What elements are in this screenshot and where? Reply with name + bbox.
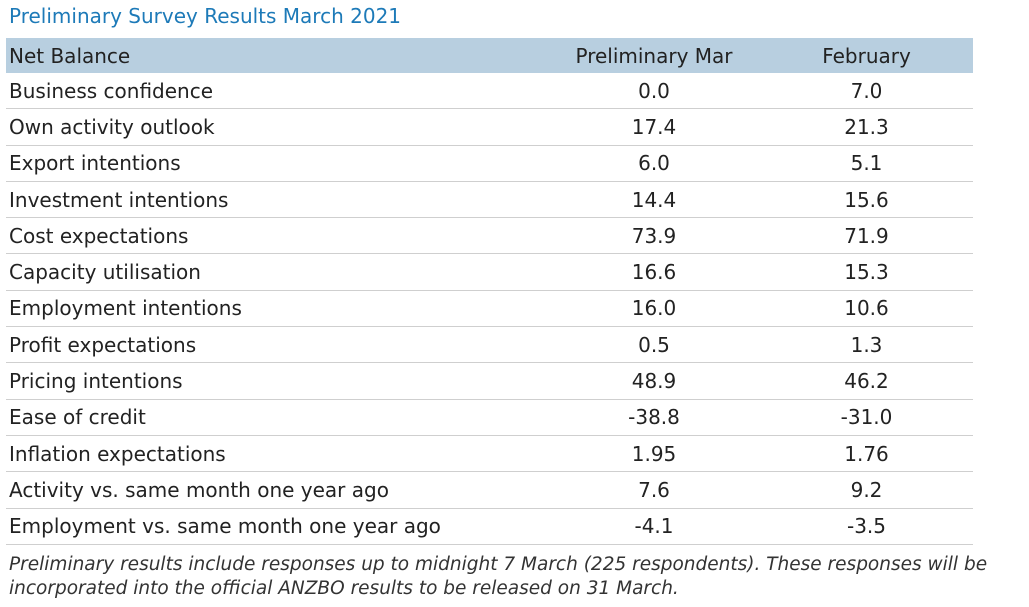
row-label: Profit expectations bbox=[6, 326, 548, 364]
row-label: Pricing intentions bbox=[6, 362, 548, 400]
title: Preliminary Survey Results March 2021 bbox=[9, 4, 402, 28]
column-header: Preliminary Mar bbox=[548, 38, 760, 73]
value-cell: 7.6 bbox=[548, 471, 760, 509]
table-row: Employment vs. same month one year ago -4… bbox=[6, 508, 973, 545]
table-body: Business confidence 0.0 7.0 Own activity ou… bbox=[6, 73, 973, 545]
row-label: Export intentions bbox=[6, 145, 548, 182]
table-row: Cost expectations 73.9 71.9 bbox=[6, 217, 973, 255]
row-label: Inflation expectations bbox=[6, 435, 548, 473]
row-label: Cost expectations bbox=[6, 217, 548, 255]
row-label: Own activity outlook bbox=[6, 108, 548, 146]
value-cell: 0.0 bbox=[548, 73, 760, 110]
table-row: Capacity utilisation 16.6 15.3 bbox=[6, 253, 973, 291]
footnote: Preliminary results include responses up… bbox=[9, 554, 988, 599]
table-row: Inflation expectations 1.95 1.76 bbox=[6, 435, 973, 473]
value-cell: 73.9 bbox=[548, 217, 760, 255]
value-cell: -4.1 bbox=[548, 508, 760, 545]
column-header: February bbox=[760, 38, 973, 73]
table-row: Ease of credit -38.8 -31.0 bbox=[6, 399, 973, 436]
value-cell: 0.5 bbox=[548, 326, 760, 364]
value-cell: 5.1 bbox=[760, 145, 973, 182]
value-cell: 16.0 bbox=[548, 290, 760, 328]
row-label: Ease of credit bbox=[6, 399, 548, 436]
row-label: Capacity utilisation bbox=[6, 253, 548, 291]
row-label: Employment intentions bbox=[6, 290, 548, 328]
value-cell: 15.6 bbox=[760, 181, 973, 219]
value-cell: 1.3 bbox=[760, 326, 973, 364]
column-header: Net Balance bbox=[6, 38, 548, 73]
value-cell: 17.4 bbox=[548, 108, 760, 146]
header-row: Net Balance Preliminary Mar February bbox=[6, 38, 973, 73]
value-cell: 15.3 bbox=[760, 253, 973, 291]
value-cell: 48.9 bbox=[548, 362, 760, 400]
value-cell: -31.0 bbox=[760, 399, 973, 436]
value-cell: 14.4 bbox=[548, 181, 760, 219]
value-cell: 9.2 bbox=[760, 471, 973, 509]
value-cell: 21.3 bbox=[760, 108, 973, 146]
table-row: Export intentions 6.0 5.1 bbox=[6, 145, 973, 182]
table-row: Investment intentions 14.4 15.6 bbox=[6, 181, 973, 219]
table-row: Pricing intentions 48.9 46.2 bbox=[6, 362, 973, 400]
table-row: Business confidence 0.0 7.0 bbox=[6, 73, 973, 110]
row-label: Business confidence bbox=[6, 73, 548, 110]
row-label: Investment intentions bbox=[6, 181, 548, 219]
value-cell: 71.9 bbox=[760, 217, 973, 255]
value-cell: 10.6 bbox=[760, 290, 973, 328]
value-cell: -3.5 bbox=[760, 508, 973, 545]
value-cell: 1.95 bbox=[548, 435, 760, 473]
table-row: Profit expectations 0.5 1.3 bbox=[6, 326, 973, 364]
results-table: Net Balance Preliminary Mar February Busin… bbox=[6, 38, 973, 545]
value-cell: 16.6 bbox=[548, 253, 760, 291]
row-label: Employment vs. same month one year ago bbox=[6, 508, 548, 545]
value-cell: 46.2 bbox=[760, 362, 973, 400]
value-cell: 6.0 bbox=[548, 145, 760, 182]
value-cell: -38.8 bbox=[548, 399, 760, 436]
table-row: Own activity outlook 17.4 21.3 bbox=[6, 108, 973, 146]
value-cell: 1.76 bbox=[760, 435, 973, 473]
table-row: Activity vs. same month one year ago 7.6 9… bbox=[6, 471, 973, 509]
table-row: Employment intentions 16.0 10.6 bbox=[6, 290, 973, 328]
value-cell: 7.0 bbox=[760, 73, 973, 110]
row-label: Activity vs. same month one year ago bbox=[6, 471, 548, 509]
